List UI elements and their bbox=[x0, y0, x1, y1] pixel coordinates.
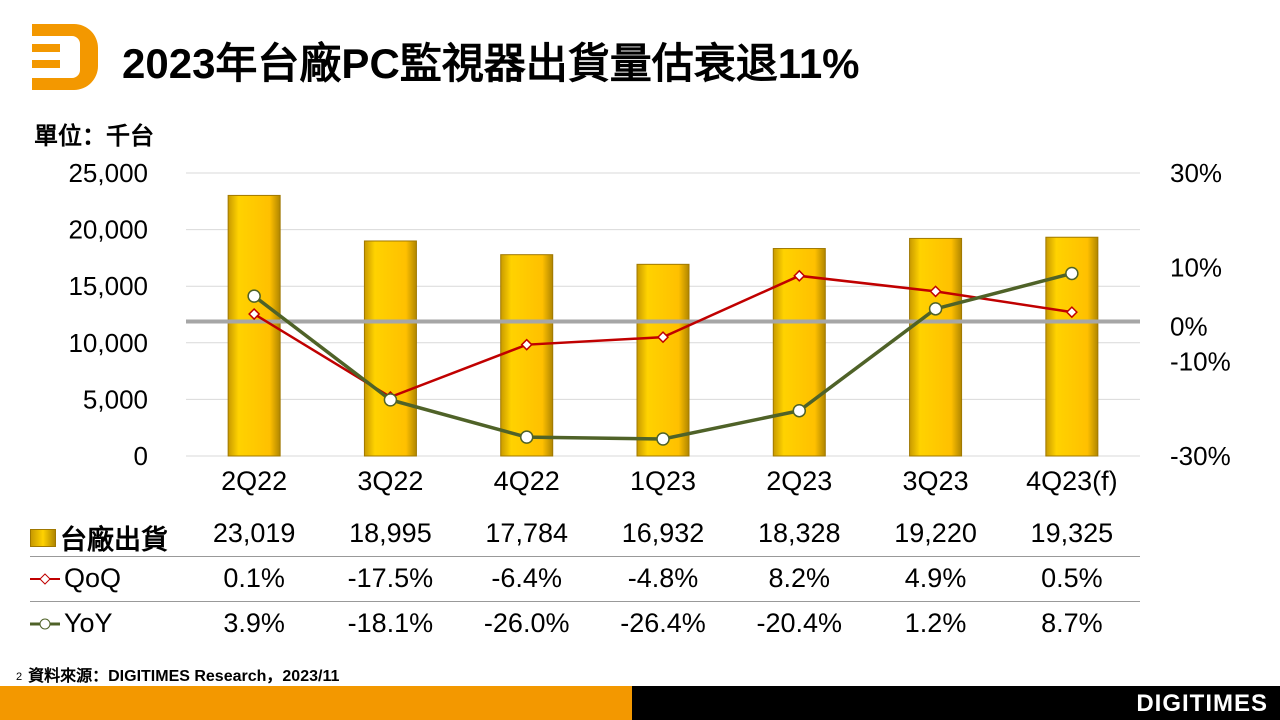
table-cell: -18.1% bbox=[347, 608, 434, 638]
y-tick-label: 10,000 bbox=[68, 328, 148, 358]
bar bbox=[636, 263, 690, 457]
legend-label: 台廠出貨 bbox=[30, 518, 168, 557]
qoq-point bbox=[520, 338, 533, 351]
bar bbox=[500, 254, 554, 457]
legend-label: QoQ bbox=[30, 563, 121, 594]
y-tick-label: 20,000 bbox=[68, 215, 148, 245]
x-tick-label: 2Q23 bbox=[766, 466, 832, 496]
y2-tick-label: -10% bbox=[1170, 347, 1231, 377]
footer-black-bar bbox=[632, 686, 1280, 720]
table-row: QoQ 0.1% -17.5% -6.4% -4.8% 8.2% 4.9% 0.5% bbox=[30, 557, 1140, 602]
table-cell: 18,328 bbox=[757, 518, 841, 548]
table-cell: 0.5% bbox=[1041, 563, 1103, 593]
y2-tick-label: 10% bbox=[1170, 252, 1222, 282]
table-cell: 8.7% bbox=[1041, 608, 1103, 638]
page-title: 2023年台廠PC監視器出貨量估衰退11% bbox=[122, 40, 860, 87]
qoq-point bbox=[656, 331, 670, 344]
qoq-point bbox=[248, 307, 261, 321]
yoy-point bbox=[247, 289, 261, 303]
table-row: 台廠出貨 23,019 18,995 17,784 16,932 18,328 19,220… bbox=[30, 512, 1140, 557]
table-cell: 8.2% bbox=[768, 563, 831, 593]
table-cell: 23,019 bbox=[212, 518, 296, 548]
table-cell: 19,325 bbox=[1030, 518, 1114, 548]
page-number: 2 bbox=[16, 670, 23, 683]
yoy-point bbox=[928, 302, 943, 316]
table-cell: -26.4% bbox=[620, 608, 706, 638]
qoq-point bbox=[929, 285, 942, 298]
table-cell: -6.4% bbox=[491, 563, 562, 593]
x-tick-label: 3Q22 bbox=[357, 466, 423, 496]
table-cell: 4.9% bbox=[904, 563, 967, 593]
source-text: 資料來源：DIGITIMES Research，2023/11 bbox=[28, 668, 340, 685]
table-cell: -4.8% bbox=[627, 563, 699, 593]
yoy-legend-icon bbox=[30, 618, 60, 629]
qoq-point bbox=[793, 269, 806, 282]
y-tick-label: 0 bbox=[134, 441, 148, 471]
table-cell: -20.4% bbox=[756, 608, 843, 638]
table-cell: 0.1% bbox=[223, 563, 285, 593]
x-tick-label: 1Q23 bbox=[630, 466, 696, 496]
data-table: 台廠出貨 23,019 18,995 17,784 16,932 18,328 19,220… bbox=[30, 512, 1140, 647]
yoy-point bbox=[383, 393, 398, 407]
qoq-point bbox=[1065, 306, 1078, 319]
y2-tick-label: 0% bbox=[1170, 312, 1208, 342]
table-cell: -26.0% bbox=[483, 608, 570, 638]
yoy-point bbox=[519, 430, 534, 444]
yoy-point bbox=[1065, 266, 1079, 281]
chart: 0 5,000 10,000 15,000 20,000 25,000 30% 10% 0% -1… bbox=[68, 158, 1231, 496]
y-tick-label: 25,000 bbox=[68, 158, 148, 188]
bar-legend-icon bbox=[30, 528, 56, 547]
unit-label: 單位：千台 bbox=[34, 123, 154, 150]
series-name: 台廠出貨 bbox=[60, 525, 168, 555]
series-name: QoQ bbox=[64, 563, 122, 593]
qoq-legend-icon bbox=[30, 572, 60, 585]
bar bbox=[909, 237, 963, 457]
series-name: YoY bbox=[64, 608, 113, 638]
table-row: YoY 3.9% -18.1% -26.0% -26.4% -20.4% 1.2% 8.7% bbox=[30, 602, 1140, 647]
yoy-point bbox=[656, 432, 670, 446]
y-tick-label: 15,000 bbox=[68, 271, 148, 301]
y2-tick-label: -30% bbox=[1170, 441, 1231, 471]
table-cell: 16,932 bbox=[621, 518, 705, 548]
table-cell: -17.5% bbox=[347, 563, 434, 593]
source-note: 2 資料來源：DIGITIMES Research，2023/11 bbox=[16, 662, 339, 686]
bar bbox=[363, 240, 417, 457]
y2-tick-label: 30% bbox=[1170, 158, 1222, 188]
x-tick-label: 2Q22 bbox=[221, 466, 287, 496]
footer-brand: DIGITIMES bbox=[1136, 690, 1268, 717]
footer-orange-bar bbox=[0, 686, 632, 720]
table-cell: 17,784 bbox=[485, 518, 568, 548]
y-tick-label: 5,000 bbox=[83, 384, 148, 414]
table-cell: 3.9% bbox=[223, 608, 285, 638]
x-tick-label: 4Q23(f) bbox=[1026, 466, 1118, 496]
table-cell: 1.2% bbox=[904, 608, 967, 638]
yoy-point bbox=[792, 403, 807, 418]
legend-label: YoY bbox=[30, 608, 113, 639]
x-tick-label: 4Q22 bbox=[494, 466, 560, 496]
digitimes-logo bbox=[32, 24, 98, 90]
x-tick-label: 3Q23 bbox=[903, 466, 969, 496]
table-cell: 19,220 bbox=[894, 518, 977, 548]
table-cell: 18,995 bbox=[349, 518, 432, 548]
